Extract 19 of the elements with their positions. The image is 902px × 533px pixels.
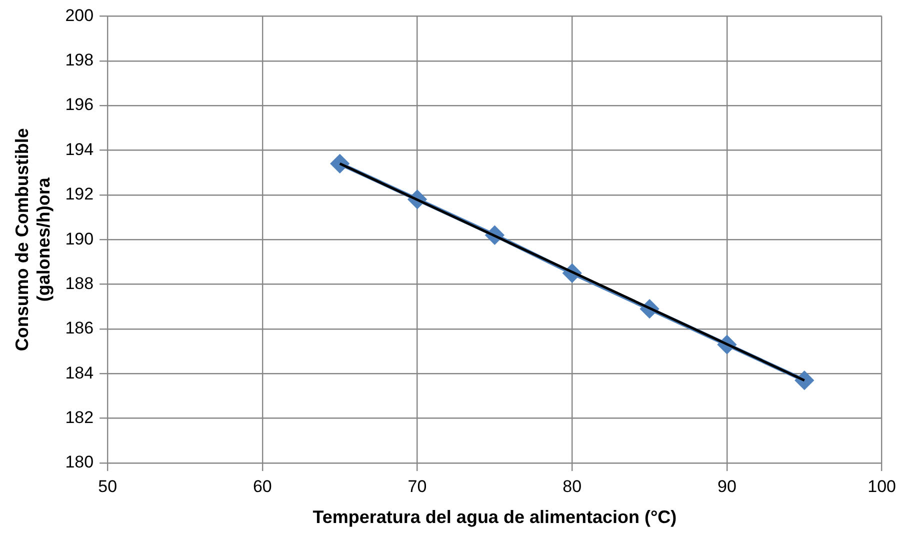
x-axis-title: Temperatura del agua de alimentacion (°C): [312, 507, 677, 528]
x-tick-label: 70: [408, 476, 427, 496]
y-tick-label: 188: [65, 274, 94, 293]
x-tick-label: 80: [562, 476, 582, 496]
x-tick-label: 50: [98, 476, 118, 496]
y-tick-label: 192: [65, 184, 94, 204]
y-tick-label: 184: [65, 363, 94, 382]
y-tick-label: 186: [65, 318, 94, 338]
y-tick-label: 194: [65, 140, 94, 159]
y-tick-label: 198: [65, 50, 94, 70]
x-tick-label: 90: [718, 476, 736, 496]
y-tick-label: 182: [65, 408, 94, 428]
y-axis-title: Consumo de Combustible (galones/h)ora: [12, 128, 54, 352]
y-tick-label: 180: [65, 452, 94, 472]
y-tick-label: 196: [65, 95, 94, 114]
y-tick-label: 190: [65, 229, 94, 248]
x-tick-label: 60: [252, 476, 272, 496]
x-tick-label: 100: [868, 476, 896, 496]
y-tick-label: 200: [65, 6, 94, 25]
